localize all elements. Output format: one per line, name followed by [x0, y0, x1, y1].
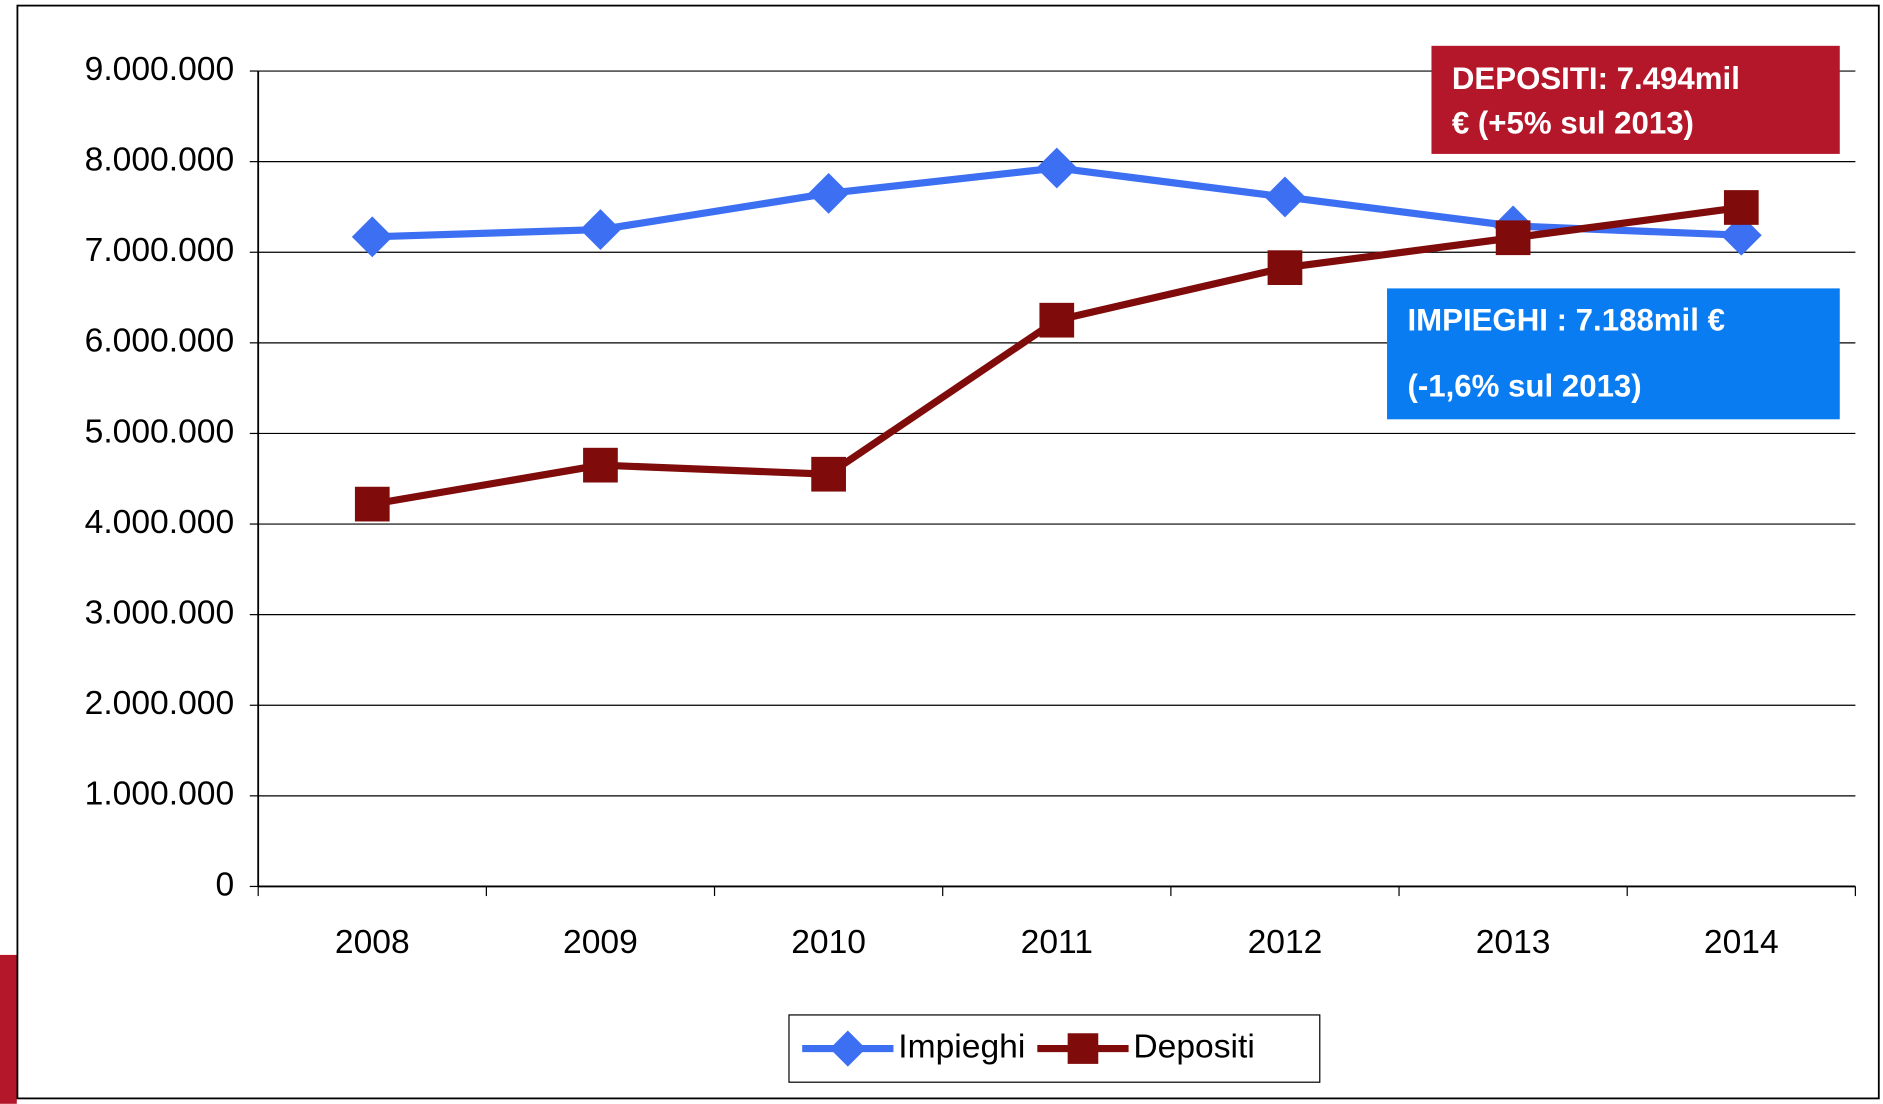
y-tick-label: 7.000.000: [85, 232, 235, 269]
x-tick-label: 2013: [1476, 924, 1551, 961]
marker: [1264, 176, 1306, 218]
x-tick-label: 2009: [563, 924, 638, 961]
x-tick-label: 2008: [335, 924, 410, 961]
marker: [811, 456, 846, 492]
y-tick-label: 1.000.000: [85, 776, 235, 813]
annotation-text: (-1,6% sul 2013): [1407, 368, 1641, 403]
decor-bar: [0, 954, 17, 1081]
x-tick-label: 2010: [791, 924, 866, 961]
marker: [808, 172, 850, 214]
y-tick-label: 8.000.000: [85, 142, 235, 179]
marker: [580, 209, 621, 251]
marker: [583, 447, 618, 483]
marker: [1720, 214, 1762, 256]
legend-label: Impieghi: [898, 1028, 1025, 1065]
chart-frame: [16, 4, 1880, 1100]
marker: [1723, 190, 1759, 225]
annotation-text: DEPOSITI: 7.494mil: [1452, 61, 1740, 96]
y-tick-label: 0: [215, 866, 234, 903]
annotation-box: [1387, 288, 1840, 420]
marker: [1495, 220, 1531, 256]
annotation-text: € (+5% sul 2013): [1452, 105, 1694, 140]
marker: [829, 1030, 866, 1067]
decor-bar: [0, 1080, 17, 1104]
x-tick-label: 2012: [1248, 924, 1323, 961]
annotation-text: IMPIEGHI : 7.188mil €: [1407, 302, 1725, 337]
y-tick-label: 3.000.000: [85, 595, 235, 632]
y-tick-label: 6.000.000: [85, 323, 235, 360]
marker: [1267, 250, 1303, 285]
y-tick-label: 5.000.000: [85, 413, 235, 450]
marker: [351, 216, 393, 258]
y-tick-label: 2.000.000: [85, 685, 235, 722]
marker: [1036, 147, 1078, 189]
y-tick-label: 4.000.000: [85, 504, 235, 541]
legend-label: Depositi: [1133, 1028, 1254, 1065]
marker: [354, 486, 390, 522]
x-tick-label: 2014: [1704, 924, 1779, 961]
x-tick-label: 2011: [1021, 924, 1093, 961]
y-tick-label: 9.000.000: [85, 51, 235, 88]
marker: [1067, 1033, 1099, 1064]
marker: [1039, 302, 1075, 338]
annotation-box: [1431, 45, 1840, 154]
